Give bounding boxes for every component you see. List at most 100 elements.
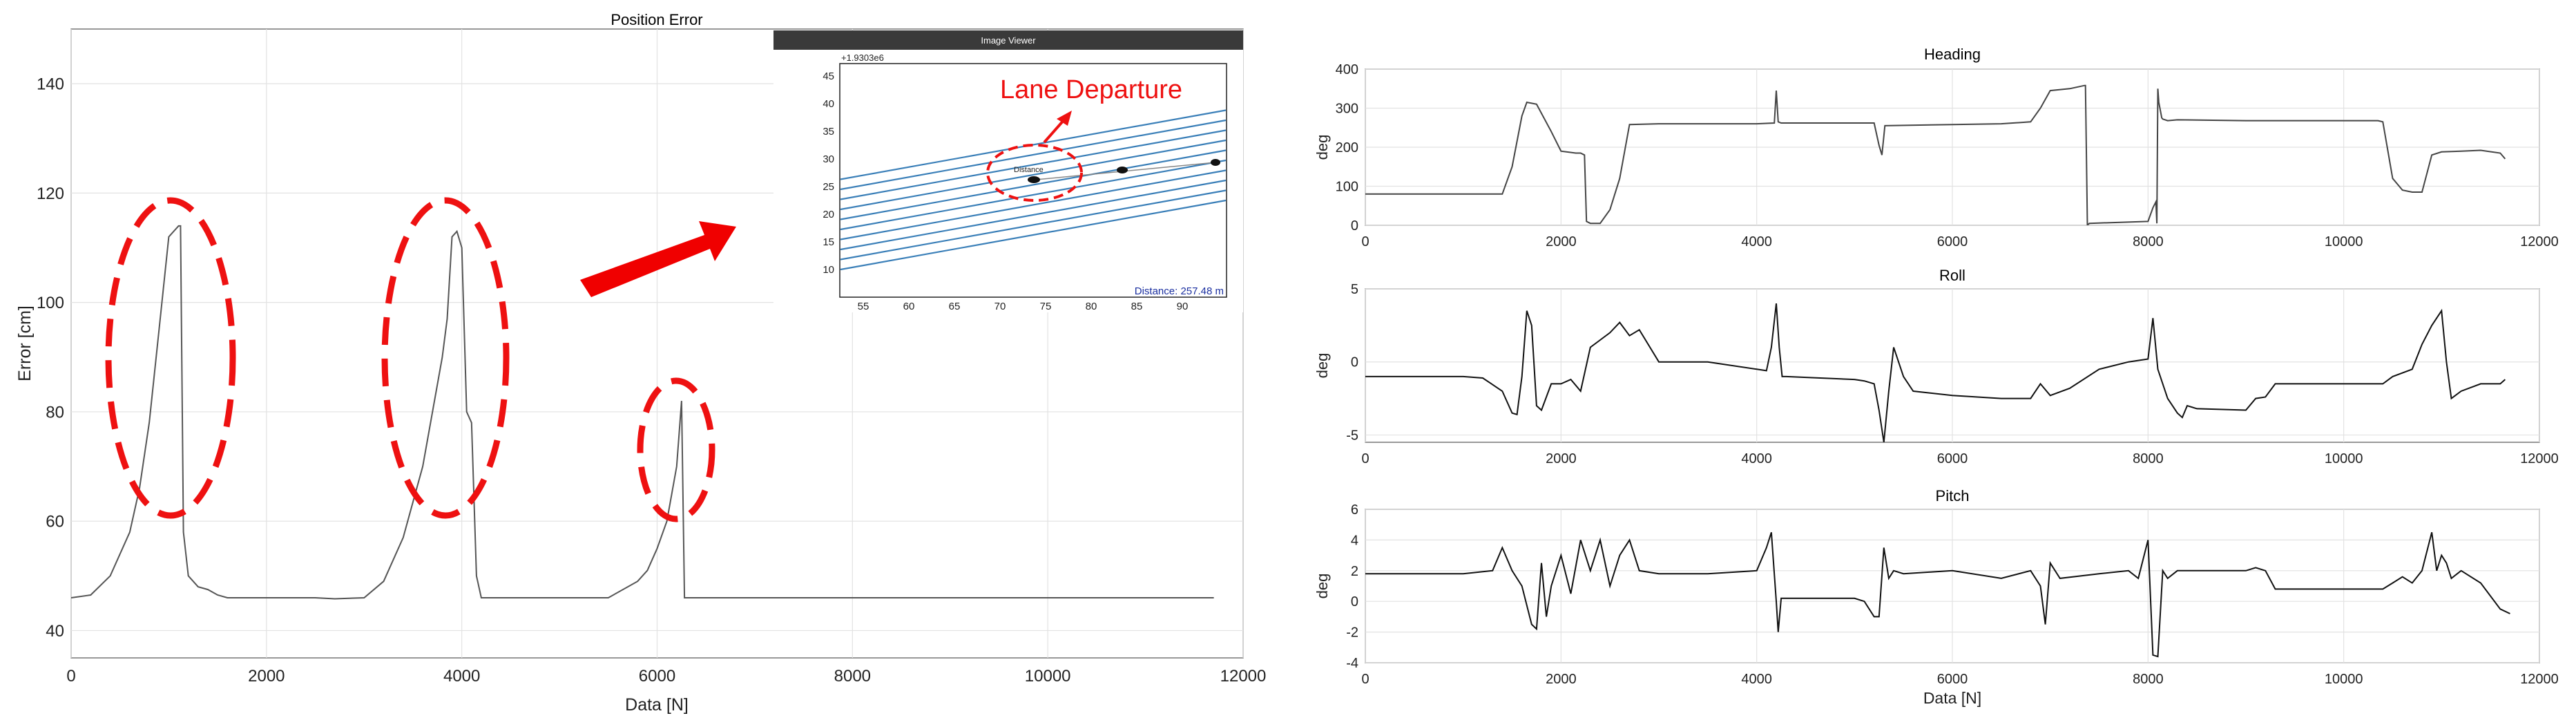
y-tick-label: 400 xyxy=(1336,62,1358,77)
lane-line xyxy=(840,129,1227,200)
y-axis-label: deg xyxy=(1314,135,1331,160)
lane-departure-ellipse xyxy=(986,144,1083,202)
lane-line xyxy=(840,169,1227,240)
gridlines xyxy=(70,29,1244,658)
trajectory-point xyxy=(1211,159,1220,166)
y-tick-label: 4 xyxy=(1351,533,1358,548)
chart-title: Pitch xyxy=(1936,487,1970,504)
series-line xyxy=(71,225,1214,600)
y-tick-label: 0 xyxy=(1351,355,1358,370)
y-tick-label: 300 xyxy=(1336,102,1358,117)
inset-y-tick: 45 xyxy=(823,70,834,82)
x-tick-labels: 0 2000 4000 6000 8000 10000 12000 xyxy=(1361,234,2558,249)
x-tick-label: 8000 xyxy=(2133,451,2164,466)
inset-y-tick: 30 xyxy=(823,153,834,165)
highlight-ellipse xyxy=(637,377,715,522)
inset-distance-label: Distance: 257.48 m xyxy=(1135,285,1224,297)
inset-x-tick: 90 xyxy=(1177,301,1189,312)
inset-x-tick: 60 xyxy=(903,301,915,312)
lane-line xyxy=(840,109,1227,180)
lane-line xyxy=(840,189,1227,261)
x-tick-label: 0 xyxy=(1361,234,1369,249)
arrow-icon xyxy=(580,221,736,297)
pitch-chart: Pitch 0 2000 4000 6000 8000 10000 12000 -4 -2 0 2… xyxy=(1314,487,2559,707)
inset-y-tick: 20 xyxy=(823,209,834,220)
y-tick-label: 5 xyxy=(1351,282,1358,297)
roll-chart: Roll 0 2000 4000 6000 8000 10000 12000 -505 de… xyxy=(1314,267,2559,466)
y-tick-label: 200 xyxy=(1336,140,1358,155)
x-tick-label: 8000 xyxy=(834,667,871,686)
x-tick-label: 12000 xyxy=(2520,234,2559,249)
heading-chart: Heading 0 2000 4000 6000 8000 10000 12000 0 100… xyxy=(1314,46,2559,249)
inset-x-tick: 85 xyxy=(1131,301,1143,312)
series-line xyxy=(1365,84,2506,225)
x-tick-label: 6000 xyxy=(1937,234,1968,249)
annotation-arrow-head xyxy=(1057,111,1072,126)
y-tick-label: 80 xyxy=(46,403,64,422)
position-error-chart: Position Error 0 2000 4000 6000 8000 10000 120… xyxy=(15,11,1266,715)
inset-y-tick: 10 xyxy=(823,264,834,276)
y-tick-labels: -4 -2 0 2 4 6 xyxy=(1346,502,1358,671)
lane-line xyxy=(840,119,1227,191)
chart-title: Position Error xyxy=(611,11,702,28)
y-tick-label: 40 xyxy=(46,622,64,641)
image-viewer-inset: Image Viewer +1.9303e6 Distance 55 60 65 70… xyxy=(773,30,1243,312)
annotation-arrow-line xyxy=(1043,117,1066,144)
x-tick-label: 8000 xyxy=(2133,234,2164,249)
lane-lines xyxy=(840,109,1227,271)
inset-y-tick: 25 xyxy=(823,181,834,193)
lane-line xyxy=(840,179,1227,251)
x-tick-labels: 0 2000 4000 6000 8000 10000 12000 xyxy=(66,667,1266,686)
inset-offset-label: +1.9303e6 xyxy=(841,53,884,63)
inset-x-tick: 55 xyxy=(858,301,869,312)
x-tick-label: 4000 xyxy=(1741,672,1772,687)
inset-x-tick: 75 xyxy=(1040,301,1052,312)
y-tick-label: -4 xyxy=(1346,656,1358,671)
y-tick-labels: 40 60 80 100 120 140 xyxy=(37,75,64,641)
x-tick-label: 2000 xyxy=(1546,451,1577,466)
x-tick-label: 0 xyxy=(1361,451,1369,466)
trajectory-points xyxy=(1028,159,1220,183)
y-axis-label: Error [cm] xyxy=(15,305,35,381)
x-tick-label: 0 xyxy=(66,667,75,686)
y-tick-label: 120 xyxy=(37,185,64,203)
series-line xyxy=(1365,531,2510,658)
lane-line xyxy=(840,159,1227,231)
inset-y-tick: 35 xyxy=(823,126,834,138)
x-tick-label: 2000 xyxy=(248,667,285,686)
x-tick-label: 4000 xyxy=(1741,234,1772,249)
y-tick-label: 60 xyxy=(46,513,64,531)
y-tick-label: 6 xyxy=(1351,502,1358,518)
x-tick-label: 0 xyxy=(1361,672,1369,687)
trajectory-point xyxy=(1028,176,1040,183)
x-axis-label: Data [N] xyxy=(1923,689,1981,707)
x-tick-label: 10000 xyxy=(1025,667,1071,686)
x-tick-label: 2000 xyxy=(1546,672,1577,687)
x-axis-label: Data [N] xyxy=(625,695,689,715)
y-axis-label: deg xyxy=(1314,574,1331,599)
x-tick-label: 12000 xyxy=(2520,451,2559,466)
y-tick-label: 140 xyxy=(37,75,64,94)
inset-x-tick: 70 xyxy=(994,301,1006,312)
x-tick-label: 10000 xyxy=(2325,672,2363,687)
x-tick-label: 8000 xyxy=(2133,672,2164,687)
inset-y-tick: 15 xyxy=(823,236,834,248)
x-tick-label: 2000 xyxy=(1546,234,1577,249)
inset-y-ticks: 10 15 20 25 30 35 40 45 xyxy=(823,70,834,276)
inset-titlebar xyxy=(773,30,1243,50)
y-tick-label: 0 xyxy=(1351,218,1358,234)
lane-line xyxy=(840,199,1227,271)
inset-x-ticks: 55 60 65 70 75 80 85 90 xyxy=(858,301,1189,312)
x-tick-label: 6000 xyxy=(639,667,675,686)
y-tick-label: 0 xyxy=(1351,594,1358,610)
x-tick-label: 4000 xyxy=(1741,451,1772,466)
x-tick-label: 6000 xyxy=(1937,672,1968,687)
y-tick-labels: 0 100 200 300 400 xyxy=(1336,62,1358,234)
y-tick-label: 2 xyxy=(1351,564,1358,579)
inset-y-tick: 40 xyxy=(823,98,834,110)
y-tick-label: -5 xyxy=(1346,428,1358,443)
highlight-ellipse xyxy=(381,197,510,519)
x-tick-label: 12000 xyxy=(2520,672,2559,687)
